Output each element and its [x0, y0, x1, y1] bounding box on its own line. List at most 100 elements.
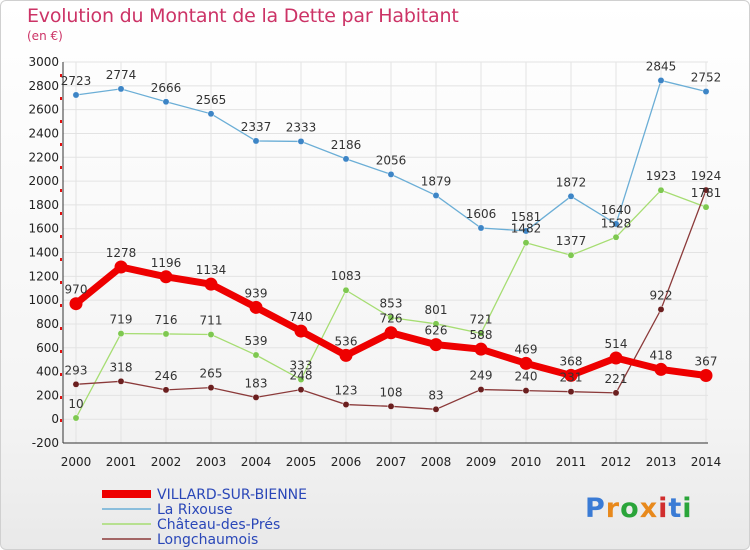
- data-label-chateau-des-pres: 1923: [646, 169, 677, 183]
- data-point-longchaumois: [297, 386, 305, 394]
- data-point-longchaumois: [387, 402, 395, 410]
- data-point-chateau-des-pres: [522, 239, 530, 247]
- data-point-la-rixouse: [702, 88, 710, 95]
- data-label-chateau-des-pres: 1083: [331, 269, 362, 283]
- data-point-la-rixouse: [432, 192, 440, 199]
- data-point-villard-sur-bienne: [339, 348, 353, 362]
- data-label-longchaumois: 1924: [691, 169, 722, 183]
- x-tick-label: 2000: [61, 455, 92, 469]
- data-point-villard-sur-bienne: [564, 368, 578, 382]
- data-label-la-rixouse: 2565: [196, 93, 227, 107]
- y-tick-label: -200: [32, 436, 59, 450]
- data-label-la-rixouse: 2337: [241, 120, 272, 134]
- data-point-la-rixouse: [252, 137, 260, 145]
- y-tick-label: 0: [51, 412, 59, 426]
- data-label-villard-sur-bienne: 1278: [106, 246, 137, 260]
- y-tick-label: 2400: [28, 126, 59, 140]
- data-label-la-rixouse: 2666: [151, 81, 182, 95]
- data-label-longchaumois: 221: [605, 372, 628, 386]
- y-tick-label: 600: [36, 341, 59, 355]
- data-label-villard-sur-bienne: 368: [560, 354, 583, 368]
- data-point-chateau-des-pres: [117, 330, 125, 338]
- data-point-longchaumois: [207, 384, 215, 392]
- data-point-la-rixouse: [72, 91, 80, 99]
- data-label-villard-sur-bienne: 514: [605, 337, 628, 351]
- y-tick-label: 1600: [28, 222, 59, 236]
- data-label-la-rixouse: 1872: [556, 175, 587, 189]
- data-point-longchaumois: [117, 377, 125, 385]
- data-label-chateau-des-pres: 716: [155, 313, 178, 327]
- data-label-la-rixouse: 1879: [421, 174, 452, 188]
- data-label-longchaumois: 240: [515, 370, 538, 384]
- data-label-longchaumois: 318: [110, 360, 133, 374]
- data-label-chateau-des-pres: 1482: [511, 222, 542, 236]
- data-label-villard-sur-bienne: 970: [65, 283, 88, 297]
- data-point-chateau-des-pres: [432, 320, 440, 328]
- data-label-villard-sur-bienne: 1196: [151, 256, 182, 270]
- data-point-chateau-des-pres: [162, 330, 170, 338]
- data-point-la-rixouse: [612, 220, 620, 228]
- data-point-longchaumois: [567, 388, 575, 396]
- data-label-chateau-des-pres: 10: [68, 397, 83, 411]
- data-label-chateau-des-pres: 539: [245, 334, 268, 348]
- x-tick-label: 2001: [106, 455, 137, 469]
- data-label-la-rixouse: 2845: [646, 59, 677, 73]
- data-point-la-rixouse: [477, 224, 485, 232]
- data-point-villard-sur-bienne: [294, 324, 308, 338]
- data-label-longchaumois: 922: [650, 288, 673, 302]
- data-point-longchaumois: [702, 186, 710, 194]
- data-point-villard-sur-bienne: [609, 351, 623, 365]
- data-label-longchaumois: 108: [380, 385, 403, 399]
- data-label-longchaumois: 265: [200, 367, 223, 381]
- data-point-la-rixouse: [207, 110, 215, 118]
- data-label-la-rixouse: 2752: [691, 71, 722, 85]
- data-label-chateau-des-pres: 711: [200, 314, 223, 328]
- data-point-villard-sur-bienne: [204, 277, 218, 291]
- y-tick-label: 2800: [28, 79, 59, 93]
- data-point-villard-sur-bienne: [429, 338, 443, 352]
- data-label-longchaumois: 231: [560, 371, 583, 385]
- data-point-villard-sur-bienne: [69, 297, 83, 311]
- data-point-villard-sur-bienne: [249, 300, 263, 314]
- data-label-la-rixouse: 1640: [601, 203, 632, 217]
- data-point-la-rixouse: [387, 170, 395, 178]
- y-tick-label: 2000: [28, 174, 59, 188]
- chart-title: Evolution du Montant de la Dette par Hab…: [27, 5, 459, 27]
- data-label-chateau-des-pres: 721: [470, 312, 493, 326]
- data-point-villard-sur-bienne: [519, 356, 533, 370]
- data-point-chateau-des-pres: [297, 376, 305, 383]
- x-tick-label: 2011: [556, 455, 587, 469]
- data-point-longchaumois: [252, 393, 260, 401]
- data-label-villard-sur-bienne: 588: [470, 328, 493, 342]
- data-label-longchaumois: 246: [155, 369, 178, 383]
- data-point-longchaumois: [162, 386, 170, 394]
- y-tick-label: 800: [36, 317, 59, 331]
- logo-letter: i: [658, 493, 669, 524]
- data-label-chateau-des-pres: 1781: [691, 186, 722, 200]
- legend-label: La Rixouse: [157, 502, 233, 518]
- data-label-longchaumois: 83: [428, 388, 443, 402]
- data-label-la-rixouse: 2333: [286, 120, 317, 134]
- data-point-villard-sur-bienne: [654, 362, 668, 376]
- data-label-la-rixouse: 2056: [376, 153, 407, 167]
- data-point-chateau-des-pres: [207, 331, 215, 338]
- y-tick-label: 2600: [28, 103, 59, 117]
- data-point-villard-sur-bienne: [114, 260, 128, 274]
- data-label-chateau-des-pres: 1377: [556, 234, 587, 248]
- data-label-chateau-des-pres: 333: [290, 359, 313, 373]
- data-point-la-rixouse: [117, 85, 125, 93]
- data-point-chateau-des-pres: [252, 351, 260, 359]
- x-tick-label: 2007: [376, 455, 407, 469]
- data-label-chateau-des-pres: 1528: [601, 216, 632, 230]
- data-point-la-rixouse: [342, 155, 350, 163]
- y-tick-label: 1000: [28, 293, 59, 307]
- data-point-chateau-des-pres: [342, 286, 350, 294]
- logo-letter: o: [620, 493, 640, 524]
- data-point-chateau-des-pres: [477, 329, 485, 337]
- data-point-longchaumois: [477, 386, 485, 393]
- data-label-la-rixouse: 2774: [106, 68, 137, 82]
- logo-letter: t: [668, 493, 683, 524]
- logo-letter: r: [605, 493, 621, 524]
- data-label-villard-sur-bienne: 536: [335, 334, 358, 348]
